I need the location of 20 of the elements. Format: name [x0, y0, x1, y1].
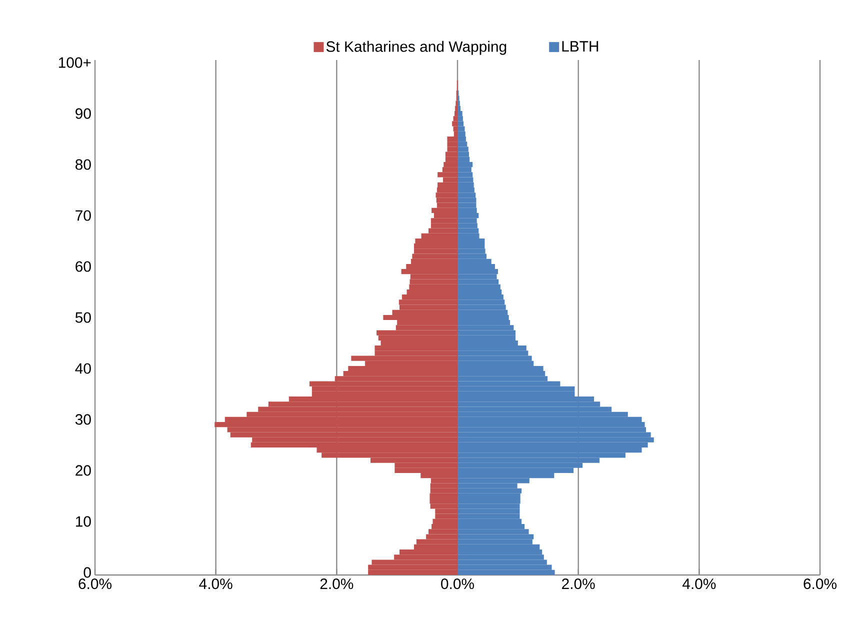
y-tick-label: 0 — [84, 567, 91, 578]
y-tick-label: 20 — [76, 465, 91, 476]
y-tick-label: 80 — [76, 159, 91, 170]
y-tick-label: 50 — [75, 312, 91, 323]
x-tick-label: 0.0% — [441, 578, 474, 590]
y-tick-label: 10 — [76, 516, 91, 527]
x-tick-label: 4.0% — [682, 578, 716, 590]
y-tick-label: 70 — [76, 210, 91, 221]
y-tick-label: 40 — [75, 363, 91, 374]
x-tick-label: 2.0% — [562, 578, 595, 590]
y-tick-label: 100+ — [58, 57, 91, 68]
x-tick-label: 6.0% — [804, 578, 836, 590]
y-tick-label: 90 — [76, 108, 91, 119]
y-tick-label: 30 — [75, 414, 91, 425]
x-tick-label: 6.0% — [78, 578, 112, 590]
legend-label: St Katharines and Wapping — [326, 40, 506, 55]
legend-label: LBTH — [562, 41, 598, 52]
x-tick-label: 4.0% — [199, 578, 232, 590]
y-tick-label: 60 — [76, 261, 91, 272]
x-tick-label: 2.0% — [320, 578, 354, 590]
